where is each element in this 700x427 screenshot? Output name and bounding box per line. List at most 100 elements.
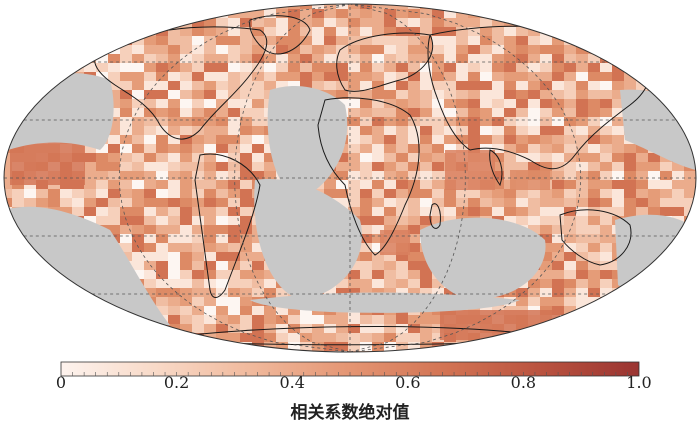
grid-cell bbox=[552, 162, 564, 171]
grid-cell bbox=[456, 18, 468, 27]
grid-cell bbox=[180, 207, 192, 216]
grid-cell bbox=[576, 108, 588, 117]
grid-cell bbox=[252, 99, 264, 108]
grid-cell bbox=[444, 90, 456, 99]
grid-cell bbox=[324, 324, 336, 333]
grid-cell bbox=[312, 63, 324, 72]
grid-cell bbox=[24, 198, 36, 207]
grid-cell bbox=[540, 234, 552, 243]
grid-cell bbox=[540, 72, 552, 81]
grid-cell bbox=[96, 216, 108, 225]
grid-cell bbox=[192, 153, 204, 162]
grid-cell bbox=[324, 72, 336, 81]
grid-cell bbox=[240, 36, 252, 45]
grid-cell bbox=[228, 54, 240, 63]
grid-cell bbox=[360, 207, 372, 216]
grid-cell bbox=[180, 189, 192, 198]
grid-cell bbox=[396, 90, 408, 99]
grid-cell bbox=[216, 270, 228, 279]
grid-cell bbox=[432, 117, 444, 126]
grid-cell bbox=[132, 45, 144, 54]
grid-cell bbox=[216, 36, 228, 45]
grid-cell bbox=[72, 189, 84, 198]
grid-cell bbox=[348, 54, 360, 63]
grid-cell bbox=[420, 18, 432, 27]
grid-cell bbox=[420, 135, 432, 144]
grid-cell bbox=[540, 207, 552, 216]
grid-cell bbox=[180, 99, 192, 108]
grid-cell bbox=[108, 162, 120, 171]
grid-cell bbox=[252, 306, 264, 315]
grid-cell bbox=[360, 243, 372, 252]
grid-cell bbox=[516, 117, 528, 126]
grid-cell bbox=[420, 63, 432, 72]
grid-cell bbox=[576, 90, 588, 99]
grid-cell bbox=[456, 207, 468, 216]
grid-cell bbox=[480, 72, 492, 81]
grid-cell bbox=[600, 171, 612, 180]
grid-cell bbox=[348, 207, 360, 216]
grid-cell bbox=[540, 144, 552, 153]
grid-cell bbox=[264, 270, 276, 279]
africa-coast bbox=[317, 97, 420, 256]
grid-cell bbox=[216, 72, 228, 81]
grid-cell bbox=[372, 45, 384, 54]
grid-cell bbox=[312, 324, 324, 333]
grid-cell bbox=[4, 198, 12, 207]
grid-cell bbox=[360, 216, 372, 225]
grid-cell bbox=[456, 72, 468, 81]
grid-cell bbox=[156, 216, 168, 225]
grid-cell bbox=[408, 288, 420, 297]
grid-cell bbox=[204, 27, 216, 36]
grid-cell bbox=[504, 216, 516, 225]
grid-cell bbox=[336, 198, 348, 207]
grid-cell bbox=[612, 171, 624, 180]
grid-cell bbox=[408, 63, 420, 72]
grid-cell bbox=[576, 288, 588, 297]
grid-cell bbox=[312, 72, 324, 81]
grid-cell bbox=[132, 207, 144, 216]
grid-cell bbox=[240, 234, 252, 243]
grid-cell bbox=[372, 162, 384, 171]
grid-cell bbox=[516, 63, 528, 72]
grid-cell bbox=[540, 198, 552, 207]
grid-cell bbox=[216, 216, 228, 225]
grid-cell bbox=[372, 315, 384, 324]
grid-cell bbox=[516, 99, 528, 108]
grid-cell bbox=[516, 72, 528, 81]
grid-cell bbox=[348, 342, 360, 351]
grid-cell bbox=[240, 99, 252, 108]
grid-cell bbox=[432, 207, 444, 216]
grid-cell bbox=[360, 189, 372, 198]
grid-cell bbox=[168, 27, 180, 36]
grid-cell bbox=[684, 189, 696, 198]
grid-cell bbox=[348, 63, 360, 72]
grid-cell bbox=[432, 144, 444, 153]
grid-cell bbox=[408, 171, 420, 180]
grid-cell bbox=[168, 162, 180, 171]
grid-cell bbox=[552, 108, 564, 117]
grid-cell bbox=[456, 189, 468, 198]
grid-cell bbox=[228, 225, 240, 234]
masked-south-ocean bbox=[250, 292, 520, 313]
grid-cell bbox=[192, 126, 204, 135]
grid-cell bbox=[384, 99, 396, 108]
grid-cell bbox=[384, 261, 396, 270]
grid-cell bbox=[384, 180, 396, 189]
grid-cell bbox=[408, 108, 420, 117]
grid-cell bbox=[228, 180, 240, 189]
grid-cell bbox=[168, 117, 180, 126]
grid-cell bbox=[372, 144, 384, 153]
colorbar-tick-label: 0.8 bbox=[510, 373, 537, 392]
grid-cell bbox=[96, 153, 108, 162]
high-correlation-patch bbox=[445, 150, 495, 190]
grid-cell bbox=[456, 198, 468, 207]
grid-cell bbox=[528, 225, 540, 234]
grid-cell bbox=[144, 234, 156, 243]
grid-cell bbox=[564, 189, 576, 198]
grid-cell bbox=[324, 54, 336, 63]
grid-cell bbox=[348, 135, 360, 144]
grid-cell bbox=[264, 333, 276, 342]
grid-cell bbox=[456, 90, 468, 99]
grid-cell bbox=[240, 315, 252, 324]
